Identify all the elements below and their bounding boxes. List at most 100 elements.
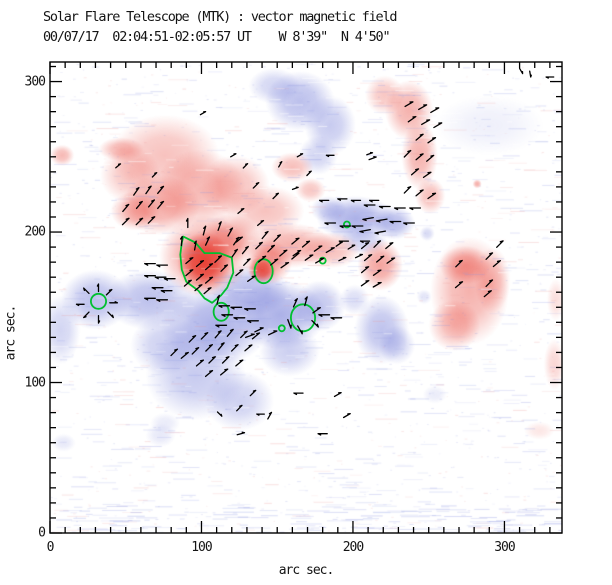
magnetic-contour — [289, 303, 316, 333]
field-vector — [338, 240, 350, 244]
field-vector — [254, 327, 264, 333]
field-vector — [372, 281, 382, 288]
field-vector — [214, 255, 223, 263]
field-vector — [368, 156, 377, 161]
field-vector — [235, 269, 244, 277]
field-vector — [247, 275, 256, 282]
magnetic-contour — [253, 258, 274, 285]
field-vector — [359, 240, 371, 244]
field-vector — [257, 219, 265, 227]
field-vector — [267, 244, 276, 253]
field-vector — [217, 342, 225, 351]
field-vector — [360, 279, 370, 287]
field-vector — [280, 261, 290, 269]
field-vector — [325, 247, 335, 254]
field-vector — [180, 351, 189, 359]
field-vector — [156, 299, 169, 302]
field-vector — [217, 221, 222, 231]
field-vector — [433, 122, 443, 129]
field-vector — [194, 284, 203, 292]
field-vector — [297, 325, 303, 335]
field-vector — [170, 348, 179, 357]
field-vector — [410, 168, 420, 176]
field-vector — [351, 225, 364, 229]
field-vector — [156, 264, 169, 268]
field-vector — [485, 252, 494, 260]
field-vector — [245, 333, 255, 339]
y-tick-label: 200 — [24, 224, 46, 240]
field-vector — [362, 216, 374, 222]
field-vector — [75, 303, 85, 307]
field-vector — [185, 257, 194, 265]
field-vector — [157, 185, 165, 195]
field-vector — [333, 392, 342, 398]
contour-layer — [90, 220, 351, 333]
field-vector — [393, 207, 406, 211]
field-vector — [385, 242, 394, 250]
field-vector — [415, 133, 424, 141]
field-vector — [315, 257, 325, 264]
field-vector — [204, 369, 214, 378]
field-vector — [221, 314, 234, 317]
field-vector — [220, 368, 229, 376]
field-vector — [273, 234, 282, 242]
field-vector — [389, 220, 402, 224]
field-vector — [272, 192, 280, 200]
field-vector — [347, 244, 356, 250]
y-axis-label: arc sec. — [3, 305, 19, 360]
field-vector — [278, 161, 283, 168]
field-vector — [96, 283, 100, 293]
field-vector — [301, 240, 311, 248]
field-vector — [251, 332, 261, 340]
field-vector — [279, 249, 288, 257]
field-vector — [342, 413, 351, 419]
field-vector — [496, 240, 504, 248]
field-vector — [318, 199, 330, 203]
magnetic-contour — [90, 292, 108, 310]
field-vector — [109, 301, 119, 304]
field-vector — [312, 307, 321, 314]
field-vector — [205, 344, 213, 352]
field-vector — [195, 260, 205, 268]
field-vector — [337, 198, 348, 201]
field-vector — [218, 305, 231, 308]
vector-field-layer — [75, 67, 555, 436]
field-vector — [244, 344, 253, 352]
field-vector — [115, 163, 122, 169]
field-vector — [350, 199, 362, 203]
field-vector — [215, 324, 228, 328]
field-vector — [403, 186, 412, 194]
field-vector — [267, 330, 278, 336]
field-vector — [226, 328, 234, 337]
field-vector — [317, 433, 328, 436]
field-vector — [83, 311, 90, 319]
field-vector — [199, 111, 207, 116]
field-vector — [324, 222, 337, 226]
field-vector — [529, 70, 532, 78]
field-vector — [483, 290, 492, 298]
field-vector — [311, 319, 319, 328]
field-vector — [204, 236, 211, 246]
field-vector — [236, 431, 246, 436]
field-vector — [179, 235, 183, 247]
field-vector — [293, 392, 304, 396]
field-vector — [230, 153, 237, 158]
field-vector — [235, 359, 244, 367]
field-vector — [204, 263, 214, 271]
field-vector — [203, 287, 212, 295]
field-vector — [330, 317, 343, 320]
field-vector — [255, 241, 263, 250]
field-vector — [304, 296, 308, 307]
field-vector — [227, 227, 234, 237]
field-vector — [230, 306, 243, 310]
axis-layer — [49, 61, 563, 534]
field-vector — [338, 256, 347, 262]
field-vector — [415, 153, 424, 161]
field-vector — [216, 411, 223, 417]
field-vector — [244, 308, 256, 311]
field-vector — [415, 189, 424, 197]
field-vector — [147, 199, 156, 208]
field-vector — [306, 170, 312, 177]
field-vector — [200, 332, 209, 340]
field-vector — [360, 242, 370, 250]
